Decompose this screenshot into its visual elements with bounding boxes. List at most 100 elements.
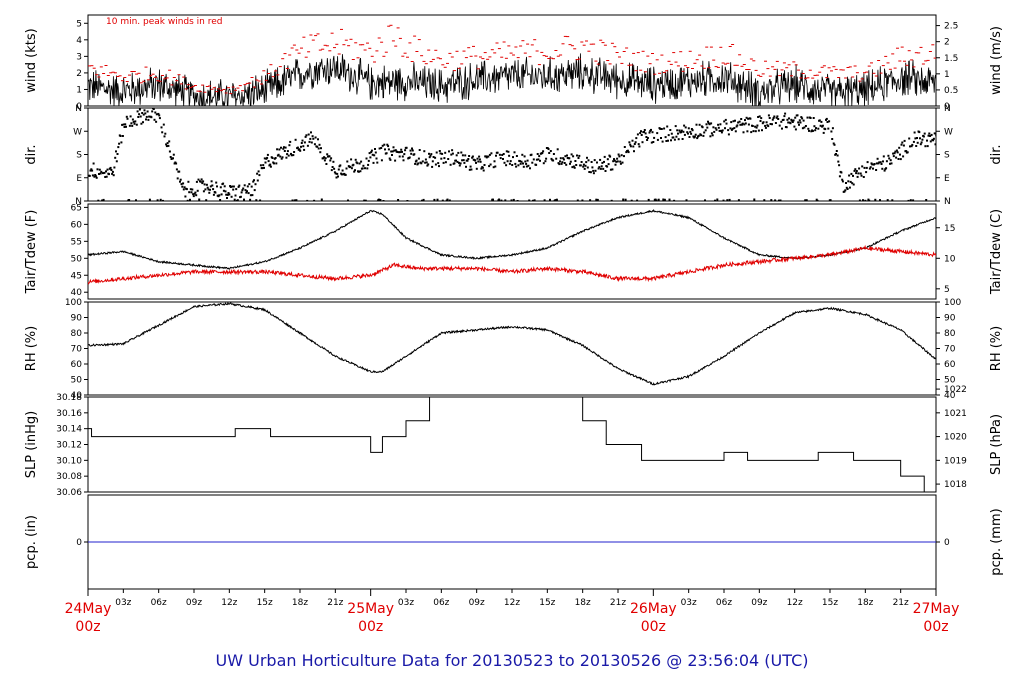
dir-series-wind-direction-point [683, 124, 686, 127]
dir-series-wind-direction-point [672, 136, 675, 139]
dir-series-wind-direction-point [829, 199, 832, 201]
wind-series-10-min-peak-winds-point [146, 79, 150, 81]
dir-series-wind-direction-point [554, 199, 557, 201]
wind-series-10-min-peak-winds-point [394, 45, 398, 47]
dir-series-wind-direction-point [334, 172, 337, 175]
wind-series-10-min-peak-winds-point [556, 55, 560, 57]
dir-series-wind-direction-point [432, 156, 435, 158]
dir-series-wind-direction-point [394, 149, 397, 152]
wind-series-10-min-peak-winds-point [627, 64, 631, 66]
dir-series-wind-direction-point [777, 118, 780, 120]
dir-series-wind-direction-point [447, 158, 450, 160]
dir-series-wind-direction-point [410, 152, 413, 155]
dir-series-wind-direction-point [687, 132, 689, 135]
dir-series-wind-direction-point [708, 123, 711, 126]
dir-series-wind-direction-point [450, 153, 453, 156]
dir-series-wind-direction-point [713, 130, 716, 133]
dir-series-wind-direction-point [513, 151, 516, 154]
dir-series-wind-direction-point [175, 168, 178, 171]
dir-series-wind-direction-point [101, 199, 104, 201]
dir-series-wind-direction-point [589, 171, 592, 174]
dir-series-wind-direction-point [909, 199, 912, 201]
dir-panel-frame [87, 107, 937, 202]
wind-series-10-min-peak-winds-point [615, 52, 619, 53]
dir-series-wind-direction-point [643, 131, 646, 133]
wind-series-10-min-peak-winds-point [238, 85, 242, 87]
dir-series-wind-direction-point [633, 143, 636, 145]
slp-left-tick-label: 30.14 [56, 425, 82, 435]
dir-series-wind-direction-point [613, 158, 615, 161]
dir-series-wind-direction-point [603, 155, 606, 158]
rh-panel-frame [87, 301, 937, 396]
dir-series-wind-direction-point [194, 191, 197, 194]
dir-series-wind-direction-point [524, 160, 527, 163]
dir-series-wind-direction-point [535, 163, 538, 166]
dir-series-wind-direction-point [807, 127, 810, 130]
dir-left-tick-label: N [75, 197, 82, 207]
wind-series-10-min-peak-winds-point [907, 50, 911, 52]
dir-series-wind-direction-point [914, 137, 917, 140]
wind-series-10-min-peak-winds-point [643, 71, 647, 73]
dir-series-wind-direction-point [735, 125, 738, 128]
dir-series-wind-direction-point [696, 137, 699, 140]
wind-series-10-min-peak-winds-point [580, 41, 584, 43]
wind-series-10-min-peak-winds-point [860, 78, 864, 80]
dir-series-wind-direction-point [717, 123, 720, 126]
dir-series-wind-direction-point [667, 134, 670, 137]
dir-series-wind-direction-point [606, 165, 609, 168]
wind-series-10-min-peak-winds-point [658, 72, 661, 74]
slp-right-axis-label: SLP (hPa) [989, 414, 1004, 475]
x-minor-tick-label: 15z [257, 598, 273, 608]
dir-series-wind-direction-point [818, 119, 821, 122]
dir-series-wind-direction-point [752, 130, 755, 133]
dir-series-wind-direction-point [195, 180, 198, 183]
dir-series-wind-direction-point [179, 178, 182, 181]
dir-series-wind-direction-point [199, 180, 202, 183]
dir-series-wind-direction-point [759, 120, 762, 122]
dir-series-wind-direction-point [411, 149, 414, 152]
dir-series-wind-direction-point [294, 138, 297, 141]
dir-series-wind-direction-point [477, 160, 480, 163]
wind-series-10-min-peak-winds-point [245, 82, 249, 84]
wind-series-10-min-peak-winds-point [325, 45, 329, 47]
wind-series-10-min-peak-winds-point [606, 60, 610, 61]
dir-series-wind-direction-point [377, 198, 380, 201]
wind-series-10-min-peak-winds-point [290, 47, 294, 49]
wind-series-10-min-peak-winds-point [610, 42, 614, 44]
dir-series-wind-direction-point [599, 158, 602, 161]
dir-series-wind-direction-point [96, 168, 99, 171]
wind-series-10-min-peak-winds-point [528, 56, 532, 58]
dir-series-wind-direction-point [548, 152, 551, 154]
wind-series-10-min-peak-winds-point [292, 44, 296, 46]
x-minor-tick-label: 09z [186, 598, 202, 608]
dir-series-wind-direction-point [569, 160, 572, 163]
wind-series-10-min-peak-winds-point [401, 55, 405, 57]
dir-series-wind-direction-point [864, 199, 867, 201]
wind-series-10-min-peak-winds-point [429, 61, 433, 63]
dir-series-wind-direction-point [114, 156, 117, 159]
dir-series-wind-direction-point [722, 199, 725, 201]
dir-series-wind-direction-point [803, 126, 806, 129]
dir-series-wind-direction-point [801, 117, 804, 120]
dir-series-wind-direction-point [449, 163, 452, 166]
dir-series-wind-direction-point [774, 199, 777, 201]
rh-left-tick-label: 80 [71, 329, 83, 339]
dir-series-wind-direction-point [710, 122, 713, 125]
dir-series-wind-direction-point [552, 153, 555, 155]
dir-series-wind-direction-point [146, 110, 149, 113]
dir-series-wind-direction-point [154, 111, 157, 114]
dir-series-wind-direction-point [386, 143, 389, 146]
dir-series-wind-direction-point [258, 174, 261, 177]
wind-series-10-min-peak-winds-point [109, 72, 113, 74]
dir-series-wind-direction-point [336, 172, 339, 175]
dir-series-wind-direction-point [916, 141, 919, 144]
dir-series-wind-direction-point [520, 160, 523, 163]
dir-series-wind-direction-point [929, 135, 932, 137]
dir-series-wind-direction-point [781, 127, 783, 130]
dir-series-wind-direction-point [442, 161, 445, 164]
dir-series-wind-direction-point [791, 119, 794, 122]
wind-series-10-min-peak-winds-point [872, 72, 876, 74]
dir-series-wind-direction-point [384, 148, 386, 151]
wind-series-10-min-peak-winds-point [832, 66, 836, 68]
dir-series-wind-direction-point [250, 185, 253, 188]
